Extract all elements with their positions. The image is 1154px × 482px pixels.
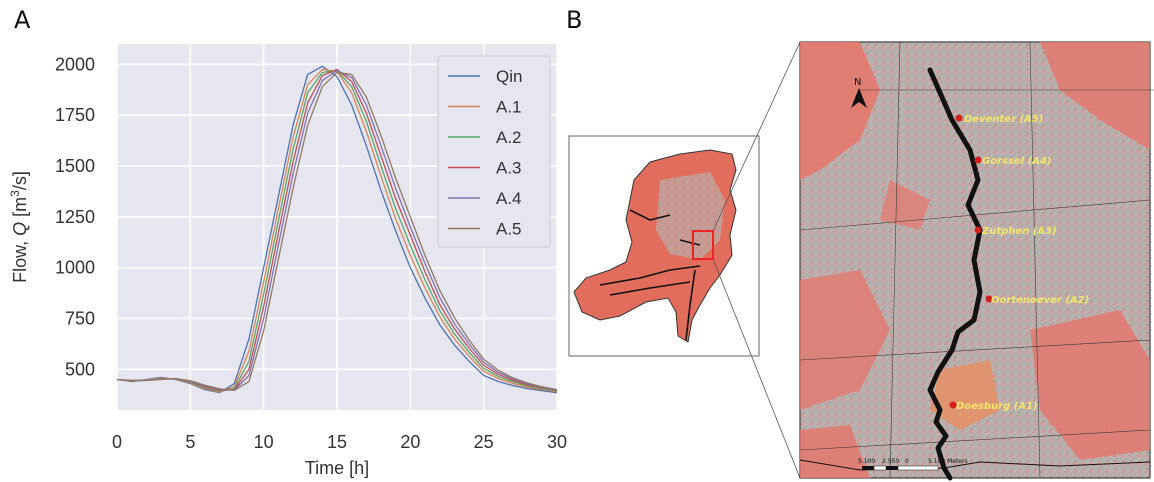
- svg-text:5.100: 5.100: [858, 458, 875, 465]
- legend: Qin A.1 A.2 A.3 A.4 A.5: [437, 55, 551, 248]
- location-label: Doesburg (A1): [956, 401, 1038, 412]
- svg-text:N: N: [854, 77, 861, 88]
- inset-highlight-box: [692, 230, 714, 260]
- y-tick-label: 500: [65, 359, 95, 379]
- y-tick-label: 1000: [55, 258, 95, 278]
- y-tick-label: 1250: [55, 207, 95, 227]
- x-tick-label: 10: [254, 432, 274, 452]
- location-marker: [985, 295, 993, 303]
- legend-label: A.3: [496, 159, 522, 178]
- legend-label: Qin: [496, 67, 522, 86]
- legend-label: A.2: [496, 128, 522, 147]
- river-ijssel: [927, 67, 983, 481]
- x-tick-label: 20: [400, 432, 420, 452]
- zoomed-map: N Deventer (A5) Gorssel (A4) Zutphen (A3…: [799, 41, 1154, 481]
- map-figure: N Deventer (A5) Gorssel (A4) Zutphen (A3…: [568, 41, 1154, 481]
- y-tick-labels: 500 750 1000 1250 1500 1750 2000: [55, 54, 95, 379]
- location-label: Oortenoever (A2): [991, 295, 1089, 306]
- location-label: Zutphen (A3): [981, 226, 1057, 237]
- series-line-A.5: [116, 71, 558, 391]
- location-marker: [955, 114, 963, 122]
- legend-box: [437, 55, 551, 248]
- netherlands-map: [573, 149, 737, 343]
- location-marker: [974, 156, 982, 164]
- x-tick-labels: 0 5 10 15 20 25 30: [112, 432, 567, 452]
- line-chart: 0 5 10 15 20 25 30 50075010001250150017502000 …: [8, 44, 567, 478]
- location-label: Deventer (A5): [964, 114, 1043, 125]
- legend-label: A.1: [496, 98, 522, 117]
- location-marker: [974, 226, 982, 234]
- location-label: Gorssel (A4): [982, 156, 1051, 167]
- x-tick-label: 5: [185, 432, 195, 452]
- legend-label: A.5: [496, 220, 522, 239]
- series-lines: [116, 65, 558, 394]
- y-tick-label: 2000: [55, 54, 95, 74]
- svg-text:0: 0: [905, 458, 909, 465]
- scale-bar: 5.100 2.550 0 5.100 Meters: [858, 458, 968, 471]
- y-axis-label: Flow, Q [m3/s]: [8, 171, 30, 283]
- y-tick-label: 750: [65, 309, 95, 329]
- x-tick-label: 0: [112, 432, 122, 452]
- svg-text:5.100 Meters: 5.100 Meters: [928, 458, 968, 465]
- y-tick-label: 1500: [55, 156, 95, 176]
- y-tick-label: 1750: [55, 105, 95, 125]
- north-arrow: N: [851, 77, 867, 108]
- x-tick-label: 25: [474, 432, 494, 452]
- location-marker: [949, 401, 957, 409]
- x-tick-label: 15: [327, 432, 347, 452]
- panel-a-label: A: [14, 6, 31, 34]
- x-axis-label: Time [h]: [305, 458, 369, 478]
- x-tick-label: 30: [547, 432, 567, 452]
- panel-b-label: B: [566, 6, 583, 34]
- legend-label: A.4: [496, 189, 522, 208]
- svg-text:2.550: 2.550: [882, 458, 899, 465]
